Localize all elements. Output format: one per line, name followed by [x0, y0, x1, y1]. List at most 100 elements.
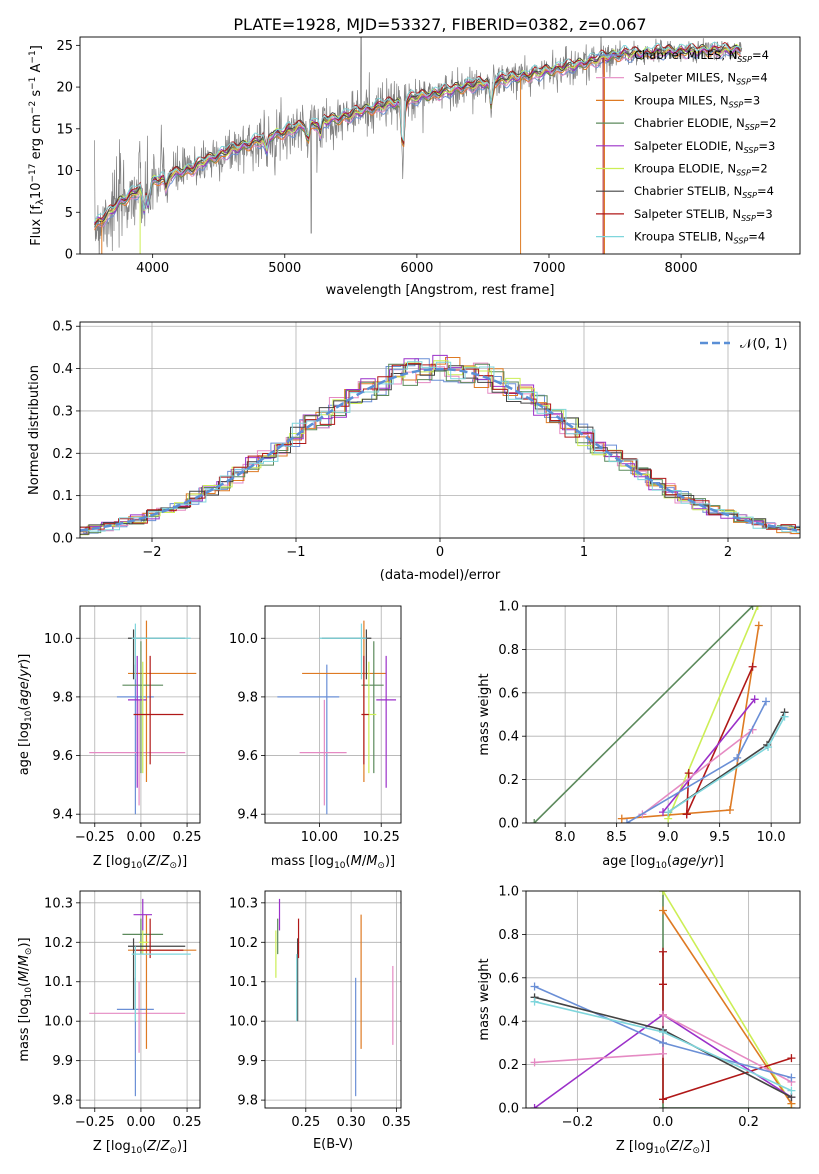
weight-marker-chabrier_miles: [787, 1073, 796, 1082]
y-tick-label: 9.6: [237, 749, 258, 764]
label-part: Z: [160, 1139, 171, 1154]
label-part: yr: [700, 854, 716, 869]
x-tick-label: 7000: [532, 261, 565, 276]
label-part: Flux [f: [29, 205, 44, 246]
x-tick-label: −0.25: [75, 1115, 115, 1130]
spectrum-axes: 4000 5000 6000 7000 8000 0 5 10 15 20 25: [56, 39, 697, 276]
weight-marker-salpeter_stelib: [659, 947, 667, 956]
weight-marker-kroupa_elodie: [753, 606, 762, 610]
label-part: /: [17, 676, 32, 681]
weight-line-salpeter_stelib: [685, 666, 754, 815]
y-tick-label: 1.0: [498, 885, 519, 900]
y-tick-label: 9.4: [237, 808, 258, 823]
normal-curve: [80, 367, 798, 532]
weight-marker-kroupa_miles: [754, 621, 763, 630]
y-tick-label: 9.4: [52, 808, 73, 823]
weight-marker-salpeter_stelib: [682, 810, 691, 819]
label-part: (: [142, 1139, 147, 1154]
weight-marker-chabrier_elodie: [530, 819, 539, 823]
y-tick-label: 10.1: [229, 975, 258, 990]
legend-label-salpeter_miles: Salpeter MILES, NSSP=4: [634, 71, 768, 87]
label-part: /: [17, 966, 32, 971]
label-part: −1: [28, 50, 38, 63]
model-chabrier_miles: [94, 48, 741, 227]
y-tick-label: 9.9: [237, 1054, 258, 1069]
label-part: =4: [751, 71, 768, 85]
y-tick-label: 0.4: [52, 362, 73, 377]
axes-frame: [525, 605, 801, 824]
x-axis-label: (data-model)/error: [380, 568, 501, 583]
weight-marker-chabrier_miles: [622, 819, 631, 823]
label-part: −17: [28, 164, 38, 183]
y-tick-label: 9.8: [237, 1094, 258, 1109]
weight-marker-salpeter_stelib: [659, 1095, 667, 1104]
y-tick-label: 9.8: [237, 690, 258, 705]
label-part: −2: [28, 101, 38, 114]
label-part: )]: [385, 854, 395, 869]
y-tick-label: 0.0: [498, 1102, 519, 1117]
axes-frame: [264, 890, 402, 1109]
y-tick-label: 0.8: [498, 928, 519, 943]
x-tick-label: −0.2: [562, 1115, 594, 1130]
label-part: SSP: [744, 146, 759, 155]
label-part: Salpeter STELIB, N: [634, 207, 741, 221]
y-tick-label: 10.3: [229, 896, 258, 911]
x-tick-label: 0.25: [173, 1115, 202, 1130]
label-part: 10: [654, 1146, 666, 1156]
label-part: )]: [700, 1139, 710, 1154]
label-part: Z [log: [616, 1139, 654, 1154]
label-part: 10: [24, 710, 34, 722]
axes-frame: [79, 36, 801, 255]
y-axis-label: Flux [fλ10−17 erg cm−2 s−1 A−1]: [28, 45, 46, 246]
axes-frame: [79, 321, 801, 539]
weight-marker-kroupa_stelib: [780, 712, 789, 721]
weight-marker-kroupa_elodie: [659, 891, 667, 895]
label-part: Z: [146, 854, 157, 869]
y-tick-label: 25: [56, 39, 73, 54]
x-tick-label: 0.2: [738, 1115, 759, 1130]
x-tick-label: 0: [436, 545, 444, 560]
legend-label-kroupa_miles: Kroupa MILES, NSSP=3: [634, 93, 760, 109]
y-tick-label: 10.0: [229, 1015, 258, 1030]
label-part: 10: [655, 861, 667, 871]
label-part: (: [17, 706, 32, 711]
y-tick-label: 5: [65, 206, 73, 221]
mass_weight_vs_age-plot: [530, 606, 789, 823]
label-part: Z: [683, 1139, 694, 1154]
x-tick-label: 0.25: [291, 1115, 320, 1130]
label-part: (: [142, 854, 147, 869]
y-axis-label: age [log10(age/yr)]: [17, 654, 34, 776]
label-part: =2: [760, 116, 777, 130]
label-part: s: [29, 90, 44, 101]
y-tick-label: 15: [56, 122, 73, 137]
age_vs_mass-axes: 10.00 10.25 9.4 9.6 9.8 10.0: [229, 606, 401, 845]
label-part: )]: [17, 654, 32, 664]
weight-line-salpeter_elodie: [662, 698, 756, 813]
weight-marker-kroupa_miles: [659, 906, 667, 915]
y-tick-label: 0.4: [498, 730, 519, 745]
x-axis-label: mass [log10(M/M⊙)]: [271, 854, 395, 871]
legend-label-salpeter_elodie: Salpeter ELODIE, NSSP=3: [634, 139, 775, 155]
label-part: Kroupa STELIB, N: [634, 230, 734, 244]
model-salpeter_elodie: [94, 45, 741, 224]
weight-marker-salpeter_stelib: [684, 769, 693, 778]
weight-marker-kroupa_miles: [617, 814, 626, 823]
label-part: M: [17, 971, 32, 982]
weight-marker-kroupa_stelib: [787, 1086, 796, 1095]
x-tick-label: 0.25: [173, 830, 202, 845]
label-part: =3: [758, 139, 775, 153]
y-tick-label: 10.2: [44, 936, 73, 951]
label-part: ⊙: [169, 861, 177, 871]
label-part: Salpeter ELODIE, N: [634, 139, 744, 153]
label-part: 10: [24, 987, 34, 999]
label-part: SSP: [737, 55, 752, 64]
x-tick-label: 9.5: [709, 830, 730, 845]
y-tick-label: 0.1: [52, 489, 73, 504]
x-axis-label: Z [log10(Z/Z⊙)]: [93, 1139, 187, 1156]
x-tick-label: 10.25: [363, 830, 400, 845]
x-tick-label: 5000: [268, 261, 301, 276]
label-part: age: [672, 854, 696, 869]
weight-marker-salpeter_elodie: [750, 695, 759, 704]
